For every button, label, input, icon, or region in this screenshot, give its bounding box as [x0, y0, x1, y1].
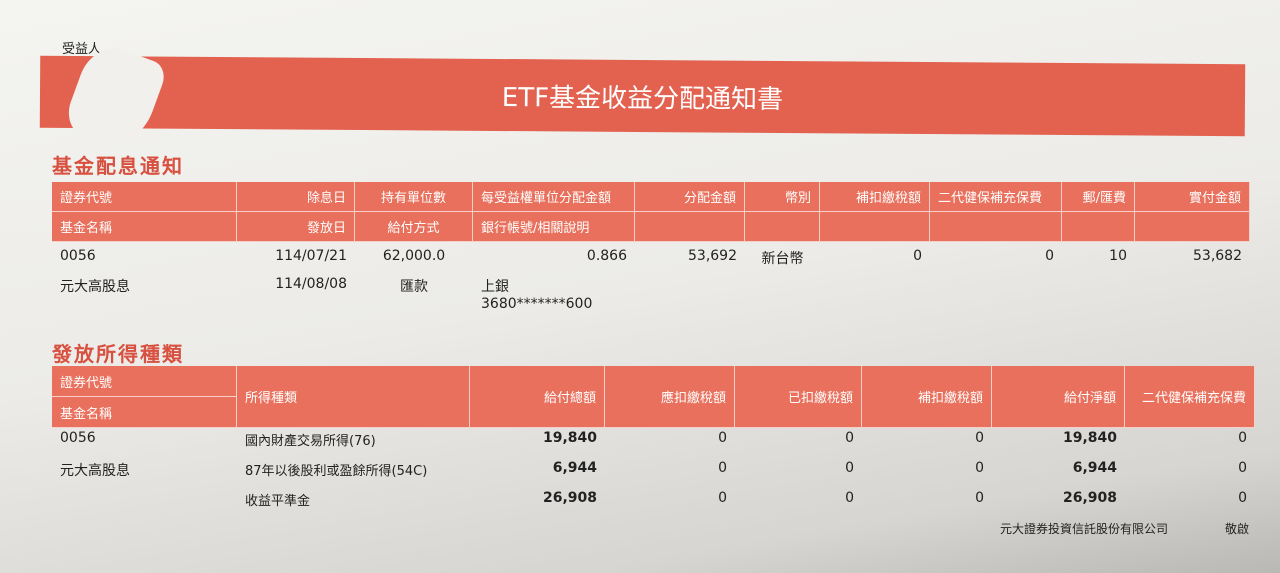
section2-cell-value: 0 — [845, 490, 854, 506]
section1-header-cell: 幣別 — [745, 182, 820, 212]
section2-cell-value: 26,908 — [542, 490, 597, 506]
section1-data-cell — [1062, 276, 1135, 312]
section1-data-cell — [820, 276, 930, 312]
section1-header-cell: 二代健保補充保費 — [930, 182, 1062, 212]
section1-data-cell: 0 — [1045, 248, 1054, 264]
section2-cell-value: 0 — [1238, 460, 1247, 476]
section1-data-cell — [1135, 276, 1250, 312]
document-title: ETF基金收益分配通知書 — [39, 55, 1246, 137]
section2-cell-code: 元大高股息 — [60, 463, 130, 479]
section1-header-cell: 給付方式 — [355, 212, 473, 242]
section2-cell-type: 87年以後股利或盈餘所得(54C) — [245, 464, 428, 479]
section1-data-cell: 0.866 — [586, 248, 627, 264]
section1-data-cell: 新台幣 — [761, 251, 804, 267]
section1-header-row: 證券代號 除息日 持有單位數 每受益權單位分配金額 分配金額 幣別 補扣繳稅額 二代健保補充保… — [52, 182, 1250, 212]
section1-header-cell: 分配金額 — [635, 182, 745, 212]
section1-header-cell: 持有單位數 — [355, 182, 473, 212]
section1-header-cell — [820, 212, 930, 242]
section2-header-cell: 已扣繳稅額 — [735, 366, 862, 428]
section2-cell-value: 19,840 — [1062, 430, 1117, 446]
section1-data-cell: 114/08/08 — [275, 276, 347, 292]
section2-header-left: 證券代號 基金名稱 — [52, 366, 237, 428]
section2-cell-value: 0 — [975, 490, 984, 506]
section1-data-cell — [635, 276, 745, 312]
section1-header-cell: 補扣繳稅額 — [820, 182, 930, 212]
section2-data-row: 0056 國內財產交易所得(76) 19,840 0 0 0 19,840 0 — [52, 430, 1255, 449]
section2-header-cell: 給付總額 — [470, 366, 605, 428]
section1-data-cell: 0056 — [60, 248, 96, 264]
section2-cell-code — [52, 490, 237, 509]
section1-data-cell — [930, 276, 1062, 312]
section2-cell-type: 收益平準金 — [245, 494, 311, 509]
section2-header-cell: 應扣繳稅額 — [605, 366, 735, 428]
section2-data-row: 收益平準金 26,908 0 0 0 26,908 0 — [52, 490, 1255, 509]
section2-header-code: 證券代號 — [52, 366, 237, 397]
section1-header-cell — [745, 212, 820, 242]
section1-data-cell: 53,682 — [1193, 248, 1242, 264]
section1-header-cell — [930, 212, 1062, 242]
section1-header-cell: 郵/匯費 — [1062, 182, 1135, 212]
section2-cell-value: 0 — [975, 460, 984, 476]
section2-cell-value: 26,908 — [1062, 490, 1117, 506]
section2-header-cell: 補扣繳稅額 — [862, 366, 992, 428]
section2-data-row: 元大高股息 87年以後股利或盈餘所得(54C) 6,944 0 0 0 6,944 0 — [52, 460, 1255, 480]
section2-header-cell: 給付淨額 — [992, 366, 1125, 428]
section1-header-cell — [1062, 212, 1135, 242]
section1-data-cell: 匯款 — [400, 279, 428, 295]
section2-cell-code: 0056 — [60, 430, 96, 446]
section2-cell-value: 6,944 — [1072, 460, 1117, 476]
section2-header-cell: 二代健保補充保費 — [1125, 366, 1255, 428]
section1-data-cell: 0 — [913, 248, 922, 264]
section1-header-cell: 實付金額 — [1135, 182, 1250, 212]
section2-header-name: 基金名稱 — [52, 397, 237, 428]
section2-cell-value: 6,944 — [552, 460, 597, 476]
section1-header-cell — [1135, 212, 1250, 242]
section2-cell-type: 國內財產交易所得(76) — [245, 434, 376, 449]
section1-header-cell: 銀行帳號/相關說明 — [473, 212, 635, 242]
section1-header-cell: 發放日 — [237, 212, 355, 242]
recipient-label: 受益人 — [62, 42, 102, 57]
section1-data-cell: 上銀 3680*******600 — [481, 279, 593, 312]
section2-header-cell: 所得種類 — [237, 366, 470, 428]
section2-cell-value: 0 — [845, 430, 854, 446]
section1-header-cell: 每受益權單位分配金額 — [473, 182, 635, 212]
section2-cell-value: 0 — [718, 490, 727, 506]
section1-data-row: 0056 114/07/21 62,000.0 0.866 53,692 新台幣 0 0 10 5… — [52, 248, 1250, 268]
section2-cell-value: 0 — [718, 430, 727, 446]
section2-cell-value: 0 — [975, 430, 984, 446]
footer-company: 元大證券投資信託股份有限公司 — [1000, 522, 1169, 536]
section1-title: 基金配息通知 — [52, 154, 184, 178]
section2-cell-value: 0 — [845, 460, 854, 476]
section2-header: 證券代號 基金名稱 所得種類 給付總額 應扣繳稅額 已扣繳稅額 補扣繳稅額 給付淨額 二代健保補… — [52, 366, 1255, 428]
section1-header-cell — [635, 212, 745, 242]
section1-data-row: 元大高股息 114/08/08 匯款 上銀 3680*******600 — [52, 276, 1250, 312]
section1-data-cell: 114/07/21 — [275, 248, 347, 264]
footer-closing: 敬啟 — [1225, 522, 1250, 536]
section1-data-cell — [745, 276, 820, 312]
section1-data-cell: 62,000.0 — [382, 248, 446, 264]
section2-cell-value: 0 — [1238, 490, 1247, 506]
section1-header-row: 基金名稱 發放日 給付方式 銀行帳號/相關說明 — [52, 212, 1250, 242]
section1-header-cell: 基金名稱 — [52, 212, 237, 242]
section1-data-cell: 10 — [1109, 248, 1127, 264]
section2-title: 發放所得種類 — [52, 342, 184, 366]
section2-cell-value: 19,840 — [542, 430, 597, 446]
section1-header-cell: 證券代號 — [52, 182, 237, 212]
section1-data-cell: 元大高股息 — [60, 279, 130, 295]
section1-header-cell: 除息日 — [237, 182, 355, 212]
section2-cell-value: 0 — [1238, 430, 1247, 446]
section2-cell-value: 0 — [718, 460, 727, 476]
section1-data-cell: 53,692 — [688, 248, 737, 264]
